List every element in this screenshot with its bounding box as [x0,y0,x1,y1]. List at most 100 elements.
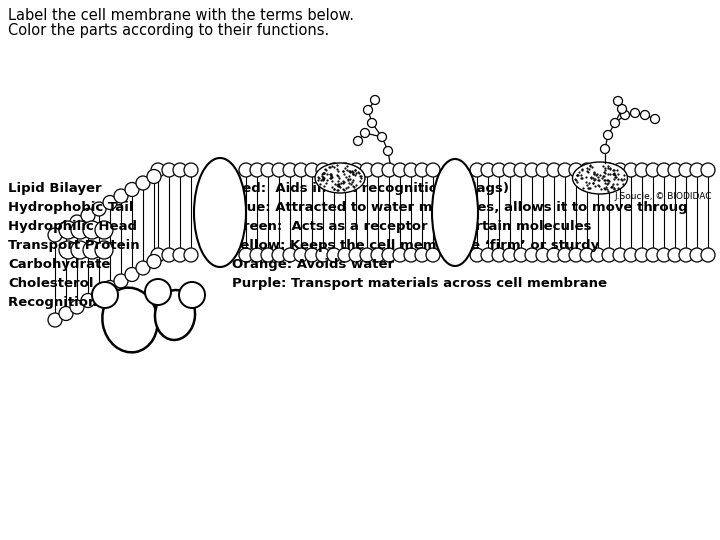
Circle shape [613,97,623,105]
Circle shape [602,248,616,262]
Circle shape [361,129,369,138]
Circle shape [239,163,253,177]
Circle shape [294,163,308,177]
Circle shape [613,248,627,262]
Circle shape [624,248,638,262]
Circle shape [294,248,308,262]
Circle shape [603,131,613,139]
Circle shape [492,248,506,262]
Circle shape [525,163,539,177]
Circle shape [591,163,605,177]
Circle shape [59,221,73,235]
Circle shape [580,248,594,262]
Circle shape [92,287,106,301]
Circle shape [327,248,341,262]
Circle shape [503,163,517,177]
Circle shape [59,241,77,259]
Circle shape [349,163,363,177]
Circle shape [536,248,550,262]
Circle shape [393,163,407,177]
Circle shape [239,248,253,262]
Circle shape [81,208,95,222]
Circle shape [71,221,89,239]
Text: Lipid Bilayer: Lipid Bilayer [8,182,102,195]
Circle shape [338,163,352,177]
Circle shape [611,118,619,127]
Circle shape [382,248,396,262]
Circle shape [360,163,374,177]
Circle shape [364,105,372,114]
Circle shape [360,248,374,262]
Circle shape [525,248,539,262]
Circle shape [384,146,392,156]
Circle shape [367,118,377,127]
Text: Color the parts according to their functions.: Color the parts according to their funct… [8,23,329,38]
Text: Red:  Aids in cell recognition  (Flags): Red: Aids in cell recognition (Flags) [232,182,509,195]
Circle shape [136,261,150,275]
Text: Yellow: Keeps the cell membrane ‘firm’ or sturdy: Yellow: Keeps the cell membrane ‘firm’ o… [232,239,599,252]
Circle shape [136,176,150,190]
Circle shape [103,280,117,294]
Circle shape [618,105,626,113]
Circle shape [114,274,128,288]
Text: Blue: Attracted to water molecules, allows it to move throug: Blue: Attracted to water molecules, allo… [232,201,688,214]
Text: Transport Protein: Transport Protein [8,239,140,252]
Circle shape [635,163,649,177]
Circle shape [92,202,106,216]
Circle shape [114,189,128,203]
Circle shape [701,163,715,177]
Circle shape [261,248,275,262]
Circle shape [631,109,639,118]
Ellipse shape [194,158,246,267]
Ellipse shape [572,162,628,194]
Text: Purple: Transport materials across cell membrane: Purple: Transport materials across cell … [232,277,607,290]
Circle shape [71,241,89,259]
Circle shape [179,282,205,308]
Circle shape [184,163,198,177]
Circle shape [125,267,139,281]
Circle shape [481,248,495,262]
Circle shape [59,221,77,239]
Circle shape [382,163,396,177]
Ellipse shape [155,290,195,340]
Circle shape [591,248,605,262]
Circle shape [305,163,319,177]
Circle shape [95,241,113,259]
Circle shape [679,248,693,262]
Ellipse shape [432,159,478,266]
Circle shape [404,248,418,262]
Circle shape [83,221,101,239]
Circle shape [503,248,517,262]
Circle shape [147,254,161,268]
Circle shape [641,111,649,119]
Circle shape [125,183,139,197]
Ellipse shape [315,163,365,193]
Text: Recognition Protein: Recognition Protein [8,296,157,309]
Circle shape [580,163,594,177]
Circle shape [668,163,682,177]
Circle shape [338,248,352,262]
Circle shape [250,248,264,262]
Circle shape [305,248,319,262]
Circle shape [48,313,62,327]
Circle shape [426,163,440,177]
Circle shape [536,163,550,177]
Circle shape [635,248,649,262]
Circle shape [147,170,161,184]
Circle shape [151,248,165,262]
Circle shape [481,163,495,177]
Circle shape [547,248,561,262]
Circle shape [569,248,583,262]
Circle shape [650,114,660,124]
Text: Cholesterol: Cholesterol [8,277,94,290]
Circle shape [514,163,528,177]
Circle shape [646,248,660,262]
Circle shape [624,163,638,177]
Text: Label the cell membrane with the terms below.: Label the cell membrane with the terms b… [8,8,354,23]
Circle shape [283,163,297,177]
Circle shape [600,145,610,153]
Circle shape [316,163,330,177]
Circle shape [621,111,629,119]
Circle shape [377,132,387,141]
Circle shape [393,248,407,262]
